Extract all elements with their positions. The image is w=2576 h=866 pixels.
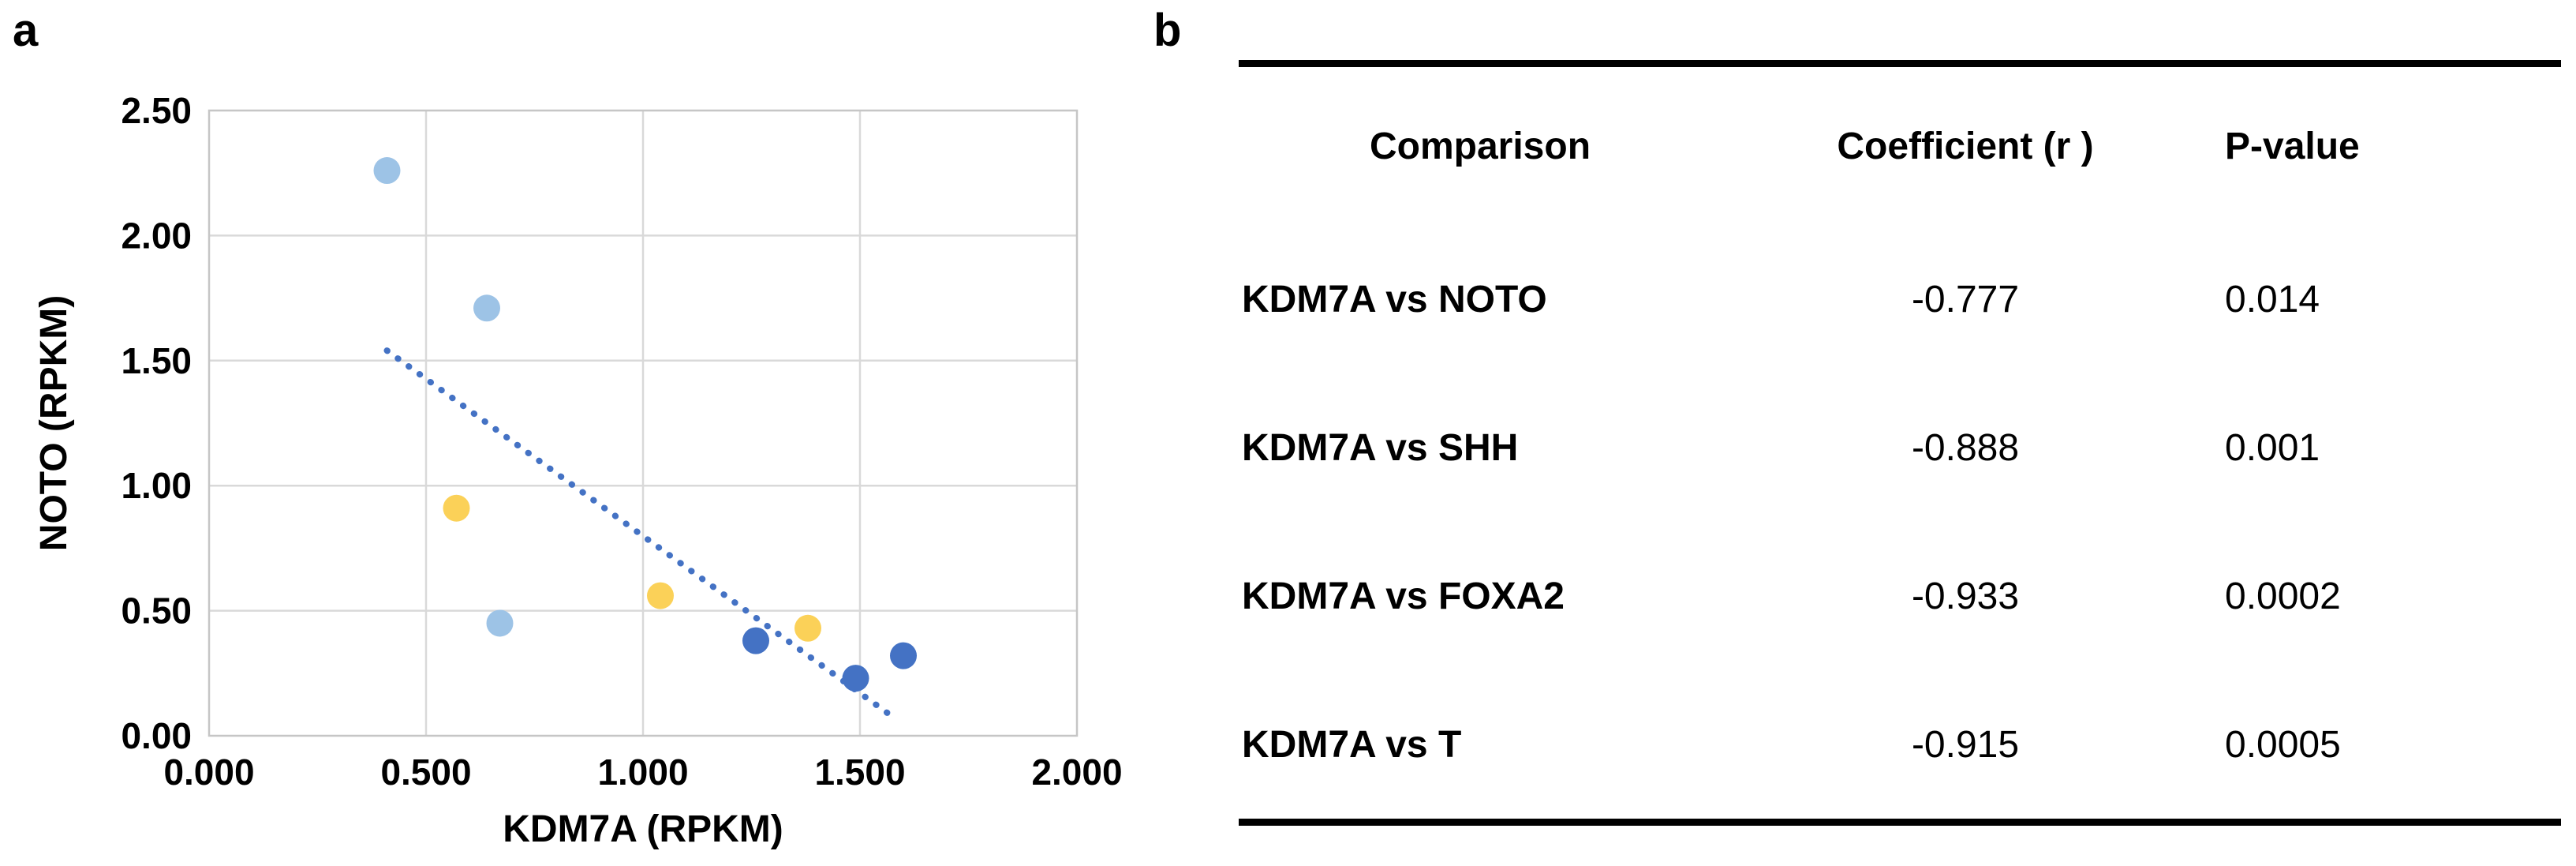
y-tick-label: 2.50 (121, 90, 192, 131)
pvalue-cell: 0.0005 (2225, 723, 2341, 766)
panel-b-label: b (1153, 5, 1182, 56)
scatter-point-series-light-blue (373, 157, 401, 185)
scatter-point-series-gold (647, 582, 674, 609)
scatter-point-series-gold (443, 494, 470, 522)
x-tick-label: 0.000 (163, 752, 254, 793)
pvalue-cell: 0.001 (2225, 426, 2320, 469)
comparison-cell: KDM7A vs FOXA2 (1242, 575, 1565, 617)
coefficient-cell: -0.933 (1911, 575, 2020, 617)
comparison-cell: KDM7A vs T (1242, 723, 1462, 766)
y-tick-label: 1.00 (121, 465, 192, 506)
pvalue-cell: 0.014 (2225, 278, 2320, 321)
table-header-coefficient: Coefficient (r ) (1837, 125, 2094, 167)
coefficient-cell: -0.777 (1911, 278, 2020, 321)
y-tick-label: 2.00 (121, 215, 192, 256)
scatter-point-series-light-blue (473, 294, 500, 322)
y-tick-label: 0.00 (121, 715, 192, 756)
x-axis-title: KDM7A (RPKM) (503, 808, 783, 850)
comparison-cell: KDM7A vs SHH (1242, 426, 1519, 469)
y-tick-label: 0.50 (121, 590, 192, 632)
x-tick-label: 2.000 (1031, 752, 1122, 793)
scatter-point-series-gold (794, 614, 821, 642)
comparison-cell: KDM7A vs NOTO (1242, 278, 1547, 321)
y-axis-title: NOTO (RPKM) (33, 295, 75, 551)
pvalue-cell: 0.0002 (2225, 575, 2341, 617)
x-tick-label: 0.500 (380, 752, 471, 793)
scatter-point-series-dark-blue (742, 627, 769, 654)
x-tick-label: 1.000 (597, 752, 688, 793)
plot-frame (208, 109, 1079, 737)
correlation-table: Comparison Coefficient (r ) P-value KDM7… (1239, 60, 2561, 826)
table-header-pvalue: P-value (2225, 125, 2360, 167)
coefficient-cell: -0.888 (1911, 426, 2020, 469)
scatter-point-series-light-blue (486, 609, 514, 637)
y-tick-label: 1.50 (121, 340, 192, 381)
scatter-point-series-dark-blue (842, 665, 869, 692)
table-header-comparison: Comparison (1369, 125, 1591, 167)
scatter-plot: 0.000 0.500 1.000 1.500 2.000 0.00 0.50 1.00 1.5… (33, 90, 1123, 850)
trendline (383, 347, 898, 722)
panel-a-label: a (13, 5, 39, 56)
scatter-point-series-dark-blue (890, 642, 917, 669)
x-tick-label: 1.500 (814, 752, 905, 793)
coefficient-cell: -0.915 (1911, 723, 2020, 766)
